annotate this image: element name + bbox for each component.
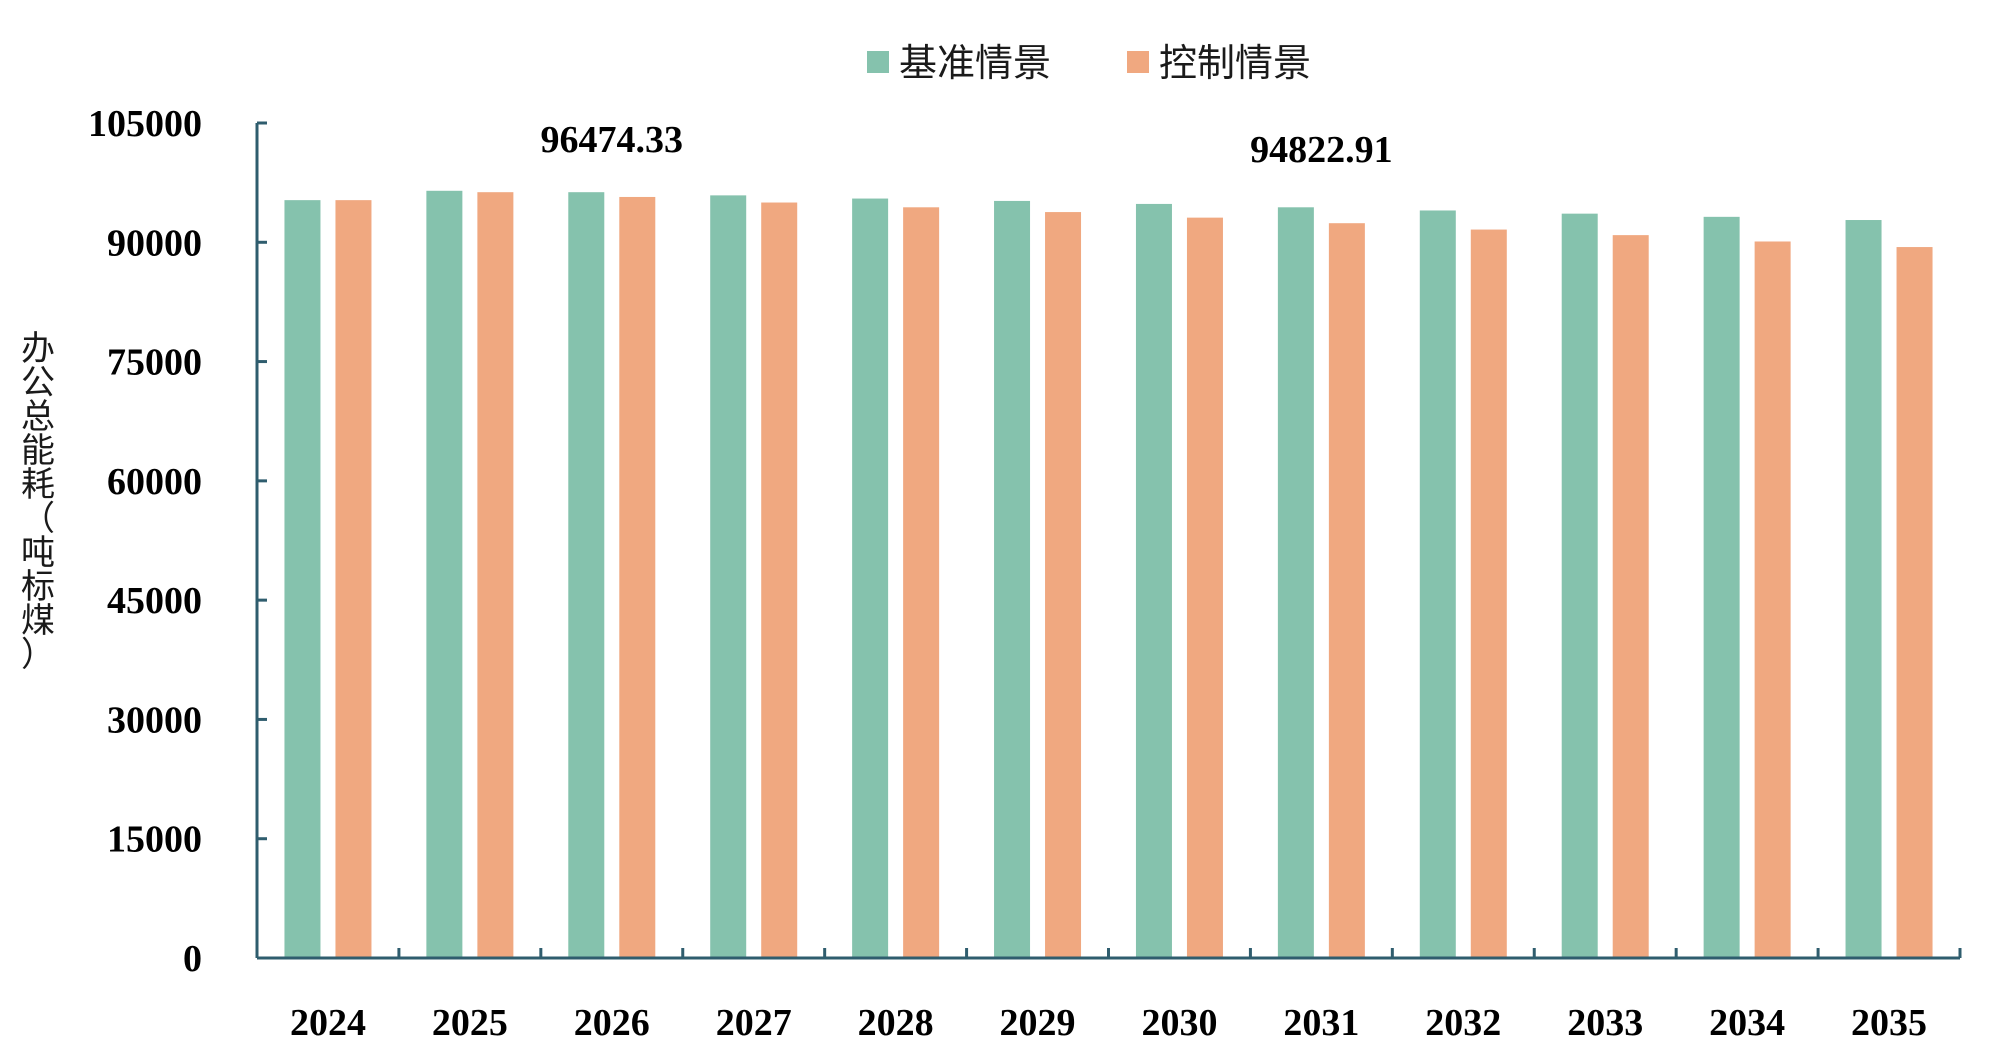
y-tick-label: 105000 <box>88 103 202 145</box>
bar-control-2032 <box>1470 229 1507 959</box>
bar-control-2027 <box>761 202 798 958</box>
legend-label: 基准情景 <box>899 41 1051 85</box>
bar-baseline-2026 <box>568 192 605 958</box>
y-axis-label-char: 公 <box>21 363 55 403</box>
y-axis-ticks: 0 15000 30000 45000 60000 75000 90000 105000 <box>88 103 267 980</box>
legend-swatch <box>1127 51 1149 73</box>
bar-baseline-2032 <box>1419 210 1456 958</box>
bar-baseline-2024 <box>284 200 321 959</box>
annotations: 96474.33 94822.91 <box>541 119 1393 171</box>
bar-control-2033 <box>1612 235 1649 959</box>
y-axis-label-char: ） <box>21 635 55 675</box>
x-tick-label: 2033 <box>1567 1002 1643 1044</box>
bars <box>284 190 1933 959</box>
y-tick-label: 30000 <box>107 699 202 741</box>
x-axis-ticks: 2024 2025 2026 2027 2028 2029 2030 2031 2032 2033… <box>255 948 1962 1044</box>
bar-control-2035 <box>1896 247 1933 959</box>
y-axis-label-char: 办 <box>21 329 55 369</box>
bar-control-2031 <box>1328 223 1365 958</box>
bar-baseline-2029 <box>994 200 1031 958</box>
bar-baseline-2027 <box>710 195 747 958</box>
bar-control-2024 <box>335 200 372 959</box>
x-tick-label: 2029 <box>1000 1002 1076 1044</box>
bar-control-2034 <box>1754 241 1791 958</box>
bar-baseline-2034 <box>1703 216 1740 959</box>
y-axis-label-char: 煤 <box>21 601 55 641</box>
bar-baseline-2033 <box>1561 213 1598 958</box>
y-axis-label: 办公总能耗（吨标煤） <box>21 329 55 675</box>
x-tick-label: 2035 <box>1851 1002 1927 1044</box>
x-tick-label: 2032 <box>1425 1002 1501 1044</box>
x-tick-label: 2025 <box>432 1002 508 1044</box>
bar-control-2025 <box>477 192 514 958</box>
legend-swatch <box>867 51 889 73</box>
bar-baseline-2031 <box>1277 207 1314 959</box>
bar-control-2030 <box>1186 217 1223 959</box>
data-annotation: 96474.33 <box>541 119 684 161</box>
bar-baseline-2028 <box>852 198 889 959</box>
bar-baseline-2035 <box>1845 220 1882 958</box>
y-tick-label: 60000 <box>107 461 202 503</box>
bar-control-2028 <box>903 207 940 959</box>
y-axis-label-char: 吨 <box>21 533 55 573</box>
legend: 基准情景 控制情景 <box>867 41 1311 85</box>
data-annotation: 94822.91 <box>1250 129 1393 171</box>
y-axis-label-char: 总 <box>21 397 55 437</box>
y-tick-label: 0 <box>183 938 202 980</box>
x-tick-label: 2031 <box>1283 1002 1359 1044</box>
y-tick-label: 15000 <box>107 819 202 861</box>
x-tick-label: 2024 <box>290 1002 366 1044</box>
bar-baseline-2025 <box>426 190 463 958</box>
y-axis-label-char: 标 <box>21 567 55 607</box>
y-axis-label-char: 能 <box>21 431 55 471</box>
y-tick-label: 90000 <box>107 222 202 264</box>
bar-control-2029 <box>1045 212 1082 959</box>
x-tick-label: 2030 <box>1141 1002 1217 1044</box>
y-tick-label: 45000 <box>107 580 202 622</box>
bar-baseline-2030 <box>1135 203 1172 958</box>
x-tick-label: 2034 <box>1709 1002 1785 1044</box>
x-tick-label: 2027 <box>716 1002 792 1044</box>
legend-label: 控制情景 <box>1159 41 1311 85</box>
bar-control-2026 <box>619 196 656 958</box>
y-axis-label-char: （ <box>21 499 55 539</box>
x-tick-label: 2026 <box>574 1002 650 1044</box>
y-tick-label: 75000 <box>107 342 202 384</box>
x-tick-label: 2028 <box>858 1002 934 1044</box>
y-axis-label-char: 耗 <box>21 465 55 505</box>
axes <box>255 123 1960 960</box>
